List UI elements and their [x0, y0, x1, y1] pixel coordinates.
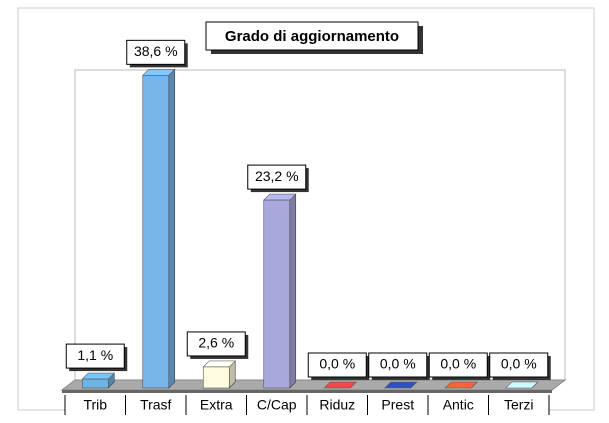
- bar-top: [81, 372, 115, 380]
- bar: [81, 378, 109, 389]
- data-label: 23,2 %: [255, 168, 299, 184]
- data-label: 0,0 %: [380, 356, 416, 372]
- x-tick-label: Antic: [443, 397, 474, 413]
- data-label: 0,0 %: [501, 356, 537, 372]
- label-box: [368, 352, 428, 378]
- x-tick-label: Trib: [83, 397, 107, 413]
- x-tick-label: Terzi: [504, 397, 534, 413]
- bar: [202, 366, 230, 389]
- data-label: 0,0 %: [440, 356, 476, 372]
- x-tick-label: Prest: [381, 397, 414, 413]
- x-tick-label: Extra: [200, 397, 233, 413]
- chart-title: Grado di aggiornamento: [225, 28, 399, 45]
- label-box: [247, 164, 307, 190]
- floor-edge: [62, 390, 552, 393]
- label-box: [65, 343, 125, 369]
- label-box: [186, 331, 246, 357]
- bar-side: [168, 68, 176, 389]
- bar-top: [505, 381, 539, 389]
- data-label: 38,6 %: [134, 43, 178, 59]
- data-label: 2,6 %: [198, 335, 234, 351]
- label-box: [307, 352, 367, 378]
- bar-top: [444, 381, 478, 389]
- bar-top: [142, 69, 176, 76]
- title-box: [205, 21, 419, 51]
- data-label: 0,0 %: [319, 356, 355, 372]
- data-label: 1,1 %: [77, 347, 113, 363]
- label-box: [428, 352, 488, 378]
- label-box: [126, 39, 186, 65]
- floor: [60, 379, 567, 391]
- bar-side: [289, 193, 297, 389]
- x-tick-label: Trasf: [140, 397, 171, 413]
- bar-top: [202, 360, 236, 368]
- bar: [263, 199, 291, 389]
- bar: [142, 75, 170, 389]
- x-tick-label: C/Cap: [257, 397, 297, 413]
- x-tick-label: Riduz: [319, 397, 355, 413]
- bar-top: [323, 381, 357, 389]
- bar-top: [263, 193, 297, 201]
- label-box: [489, 352, 549, 378]
- bar-top: [384, 381, 418, 389]
